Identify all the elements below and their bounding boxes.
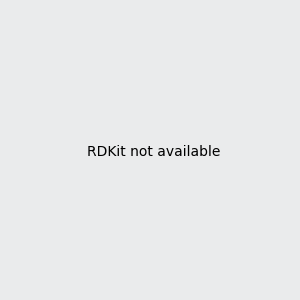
Text: RDKit not available: RDKit not available	[87, 145, 220, 158]
